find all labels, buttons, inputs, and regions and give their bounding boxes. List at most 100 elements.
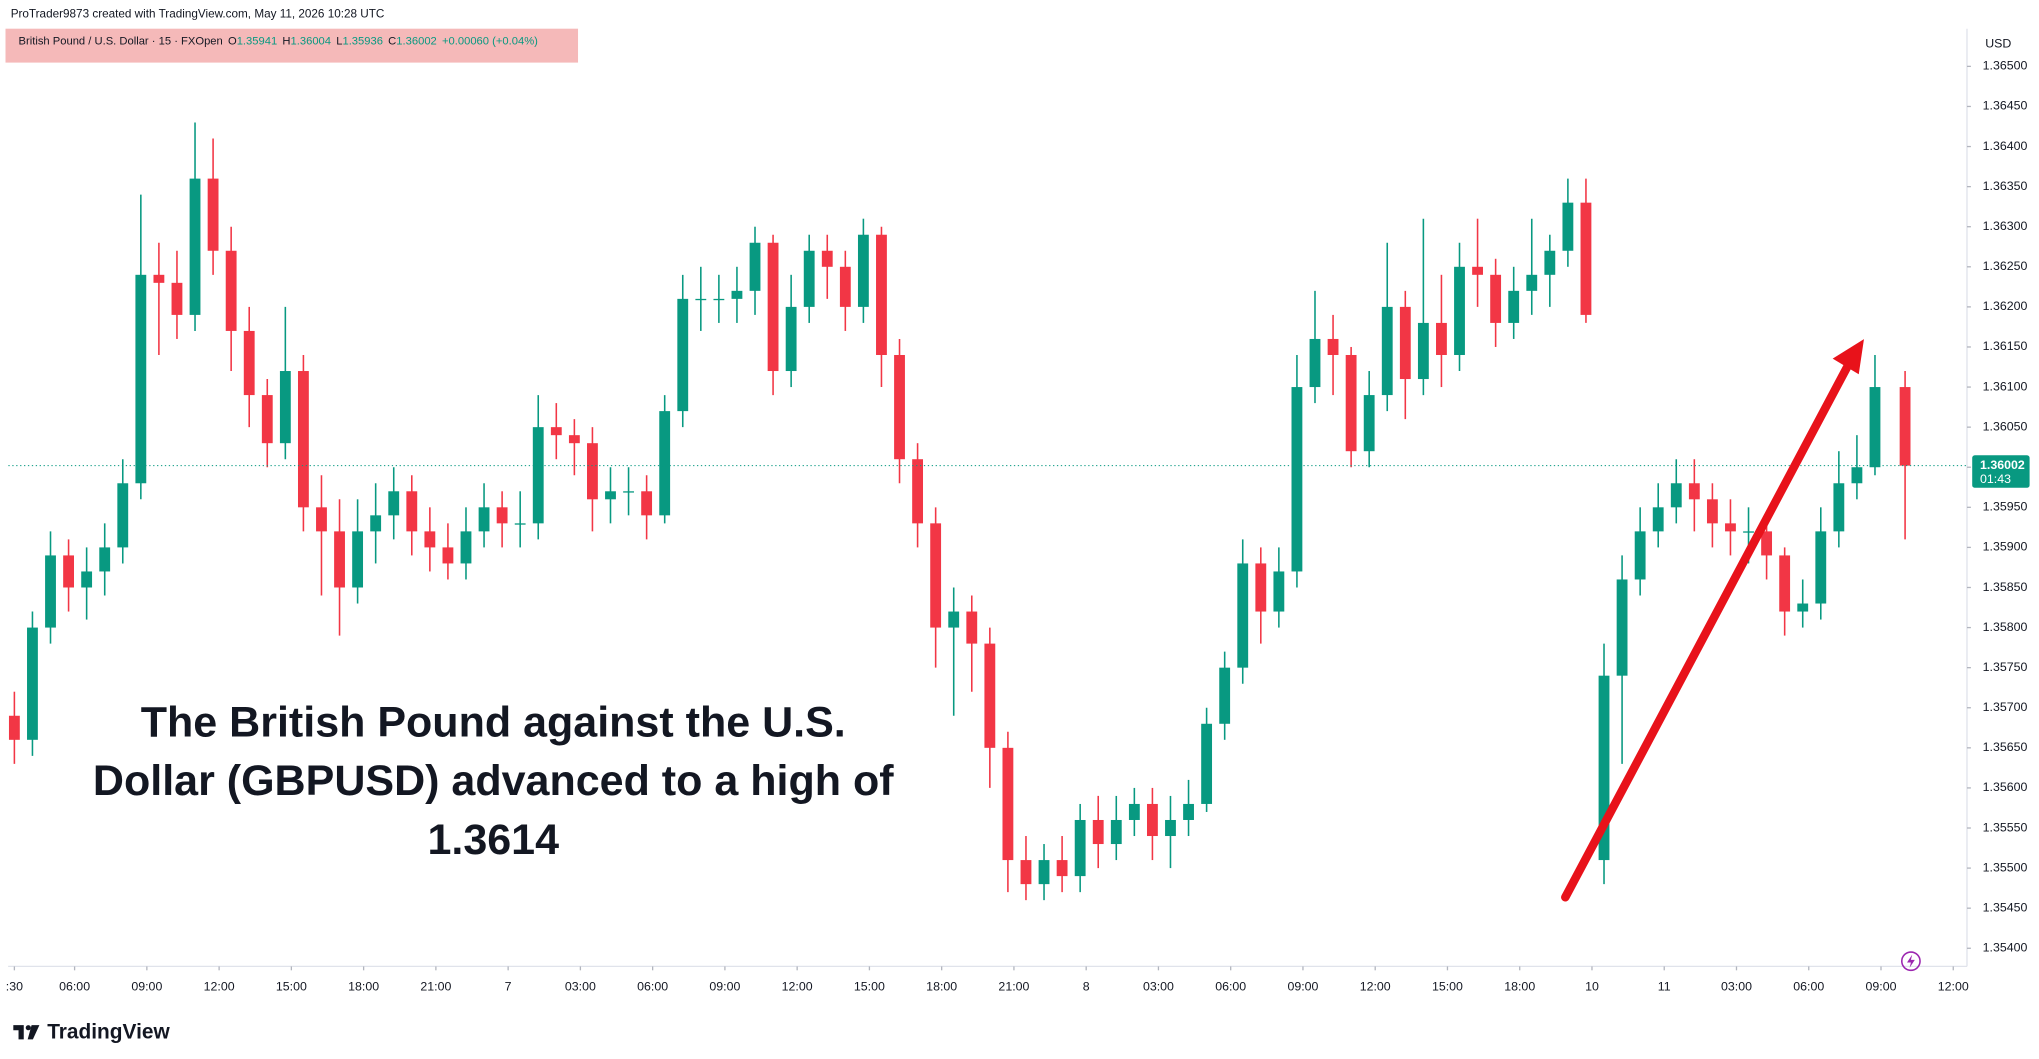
candle-body bbox=[514, 523, 526, 525]
candle-body bbox=[1020, 860, 1032, 885]
candle-body bbox=[713, 298, 725, 301]
x-tick-label: 06:00 bbox=[59, 980, 90, 994]
candle-body bbox=[478, 507, 490, 532]
candle-body bbox=[1743, 531, 1754, 533]
candle-body bbox=[460, 531, 472, 564]
candle-body bbox=[1219, 667, 1231, 724]
y-tick-label: 1.35850 bbox=[1983, 580, 2028, 594]
candle-body bbox=[984, 643, 996, 748]
x-tick-label: 12:00 bbox=[782, 980, 813, 994]
candle-body bbox=[63, 555, 74, 588]
candle-body bbox=[839, 266, 851, 307]
y-tick-label: 1.36250 bbox=[1983, 259, 2028, 273]
candle-body bbox=[1436, 322, 1447, 355]
arrow bbox=[1561, 339, 1864, 902]
candle-body bbox=[334, 531, 345, 588]
candle-body bbox=[1110, 819, 1122, 845]
ohlc-label: L bbox=[336, 36, 342, 48]
candle-body bbox=[876, 234, 887, 355]
candle-body bbox=[605, 491, 616, 500]
candle-body bbox=[243, 330, 255, 396]
candle-body bbox=[1688, 483, 1700, 500]
y-tick-label: 1.35400 bbox=[1983, 941, 2028, 955]
candle-body bbox=[1002, 747, 1014, 861]
y-tick-label: 1.35700 bbox=[1983, 700, 2028, 714]
candle-body bbox=[1345, 354, 1357, 452]
candle-body bbox=[135, 274, 147, 484]
candle-body bbox=[1670, 483, 1682, 508]
candle-body bbox=[1237, 563, 1249, 668]
x-tick-label: 12:00 bbox=[1938, 980, 1969, 994]
candle-body bbox=[1634, 531, 1646, 580]
x-tick-label: 03:00 bbox=[1721, 980, 1752, 994]
candle-body bbox=[1562, 202, 1574, 251]
candle-body bbox=[1309, 338, 1321, 388]
plot: 1.36500 1.36450 1.36400 1.36350 1.36300 1.362… bbox=[6, 59, 2030, 994]
candle-body bbox=[1580, 202, 1592, 315]
candle-body bbox=[1815, 531, 1827, 604]
candle-body bbox=[1490, 274, 1502, 323]
y-tick-label: 1.35500 bbox=[1983, 860, 2028, 874]
x-tick-label: 09:00 bbox=[131, 980, 162, 994]
candle-body bbox=[261, 395, 273, 444]
candle-body bbox=[568, 435, 580, 444]
countdown: 01:43 bbox=[1980, 472, 2011, 486]
ohlc-label: C bbox=[388, 36, 396, 48]
ohlc-value: 1.35936 bbox=[342, 36, 383, 48]
x-tick-label: 06:00 bbox=[637, 980, 668, 994]
y-tick-label: 1.36100 bbox=[1983, 379, 2028, 393]
symbol: British Pound / U.S. Dollar · 15 · FXOpe… bbox=[19, 36, 223, 48]
candle-body bbox=[99, 547, 111, 572]
x-tick-label: :30 bbox=[6, 980, 23, 994]
candle-body bbox=[352, 531, 364, 588]
annotation: The British Pound against the U.S. Dolla… bbox=[93, 698, 894, 863]
candle-body bbox=[948, 611, 960, 628]
x-tick-label: 21:00 bbox=[998, 980, 1029, 994]
candle-body bbox=[1706, 499, 1718, 524]
symbol-legend: British Pound / U.S. Dollar · 15 · FXOpe… bbox=[19, 36, 539, 48]
x-tick-label: 21:00 bbox=[420, 980, 451, 994]
alert-bolt bbox=[1906, 954, 1915, 968]
candle-body bbox=[279, 371, 291, 444]
candle-body bbox=[1616, 579, 1628, 676]
candle-body bbox=[496, 507, 508, 524]
candle-body bbox=[785, 306, 797, 372]
candle-body bbox=[1779, 555, 1791, 612]
candle-body bbox=[731, 290, 743, 299]
x-tick-label: 09:00 bbox=[1287, 980, 1318, 994]
x-tick-label: 12:00 bbox=[204, 980, 235, 994]
candle-body bbox=[1363, 395, 1375, 452]
candle-body bbox=[225, 250, 237, 331]
x-tick-label: 8 bbox=[1083, 980, 1090, 994]
y-tick-label: 1.35750 bbox=[1983, 660, 2028, 674]
x-tick-label: 06:00 bbox=[1793, 980, 1824, 994]
alert-icon[interactable] bbox=[1901, 951, 1921, 972]
candle-body bbox=[1074, 819, 1086, 877]
candle-body bbox=[1526, 274, 1538, 291]
x-tick-label: 09:00 bbox=[709, 980, 740, 994]
candle-body bbox=[1598, 675, 1610, 861]
candle-body bbox=[821, 250, 833, 267]
candle-body bbox=[550, 427, 562, 436]
candle-body bbox=[1327, 338, 1339, 355]
candle-body bbox=[1544, 250, 1556, 275]
x-tick-label: 12:00 bbox=[1360, 980, 1391, 994]
y-tick-label: 1.36350 bbox=[1983, 179, 2028, 193]
x-tick-label: 18:00 bbox=[348, 980, 379, 994]
candle-body bbox=[767, 242, 779, 372]
y-tick-label: 1.36400 bbox=[1983, 139, 2028, 153]
candle-body bbox=[1038, 860, 1050, 885]
annotation-line: Dollar (GBPUSD) advanced to a high of bbox=[93, 757, 894, 805]
y-tick-label: 1.35450 bbox=[1983, 900, 2028, 914]
candle-body bbox=[388, 491, 400, 516]
candle-body bbox=[1851, 467, 1863, 484]
candle-body bbox=[189, 178, 201, 315]
y-tick-label: 1.35800 bbox=[1983, 620, 2028, 634]
candle-body bbox=[894, 354, 905, 460]
candle-body bbox=[532, 427, 544, 524]
candle-body bbox=[117, 483, 129, 548]
candle-body bbox=[677, 298, 689, 412]
candle-body bbox=[641, 491, 653, 516]
annotation-line: The British Pound against the U.S. bbox=[141, 698, 846, 746]
x-tick-label: 15:00 bbox=[854, 980, 885, 994]
